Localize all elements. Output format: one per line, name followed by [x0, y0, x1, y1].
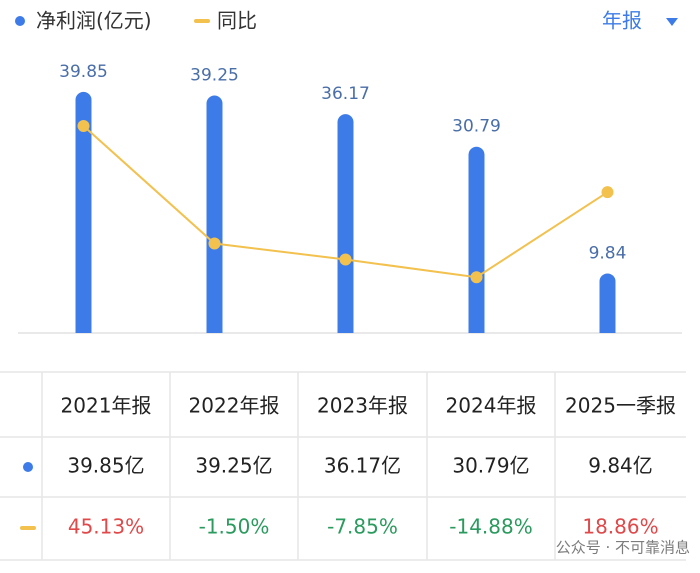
line-point [601, 186, 614, 199]
line-point [208, 237, 221, 250]
bar-value-label: 39.85 [59, 62, 108, 82]
row-icon-bar [23, 462, 33, 472]
period-dropdown[interactable]: 年报 [602, 9, 678, 33]
table-header: 2025一季报 [565, 394, 676, 418]
table-header: 2024年报 [446, 394, 537, 418]
bar [206, 95, 223, 333]
table-cell: 39.25亿 [195, 454, 272, 478]
watermark: 公众号 · 不可靠消息 [556, 539, 690, 557]
table-cell: 30.79亿 [452, 454, 529, 478]
line-point [77, 119, 90, 132]
table-header: 2022年报 [189, 394, 280, 418]
bar-value-label: 9.84 [589, 243, 627, 263]
table-cell: 39.85亿 [67, 454, 144, 478]
table-cell: -14.88% [449, 515, 532, 539]
table-cell: -1.50% [199, 515, 270, 539]
bar [337, 114, 354, 333]
line-point [470, 271, 483, 284]
dropdown-arrow[interactable] [666, 18, 678, 26]
line-point [339, 253, 352, 266]
bar-value-label: 36.17 [321, 84, 370, 104]
bar [468, 146, 485, 333]
legend-label: 同比 [217, 9, 257, 33]
bar [599, 273, 616, 333]
bar-value-label: 30.79 [452, 117, 501, 137]
table-cell: 36.17亿 [324, 454, 401, 478]
dropdown-label[interactable]: 年报 [602, 9, 642, 33]
legend-label: 净利润(亿元) [36, 9, 152, 33]
table-cell: -7.85% [327, 515, 398, 539]
table-cell: 45.13% [68, 515, 144, 539]
bar [75, 91, 92, 333]
bar-value-label: 39.25 [190, 66, 239, 86]
table-cell: 18.86% [582, 515, 658, 539]
legend-bar-icon [15, 16, 25, 26]
table-header: 2023年报 [317, 394, 408, 418]
table-cell: 9.84亿 [588, 454, 653, 478]
table-header: 2021年报 [61, 394, 152, 418]
